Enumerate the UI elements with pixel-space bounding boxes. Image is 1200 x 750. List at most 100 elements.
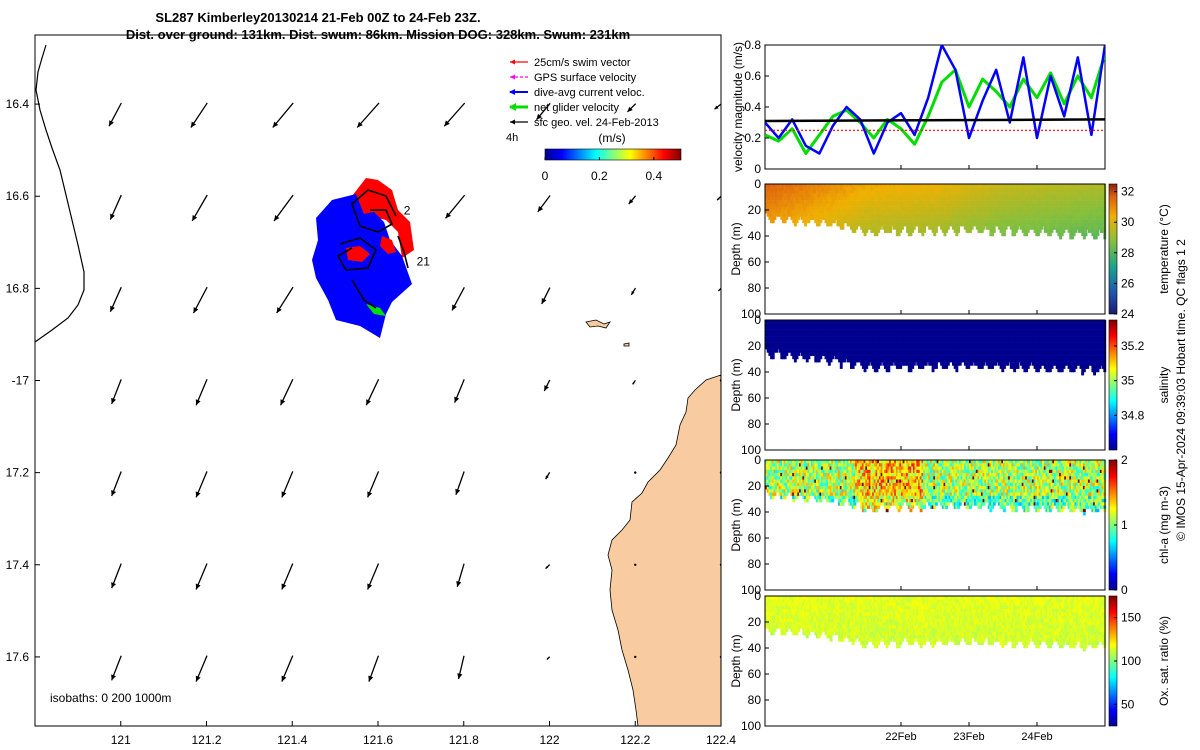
section-cell <box>906 216 909 220</box>
section-cell <box>1094 223 1098 227</box>
section-cell <box>972 193 976 198</box>
section-cell <box>1086 200 1090 204</box>
section-cell <box>938 200 942 204</box>
section-cell <box>1096 213 1100 217</box>
section-cell <box>785 336 789 340</box>
vector-head <box>110 213 115 220</box>
section-cell <box>989 352 993 356</box>
section-cell <box>839 184 843 188</box>
section-cell <box>1081 206 1085 211</box>
section-cell <box>987 329 991 334</box>
section-cell <box>1086 210 1090 214</box>
section-cell <box>1054 219 1057 224</box>
section-cell <box>889 362 892 366</box>
section-cell <box>1069 200 1073 204</box>
section-cell <box>1003 184 1006 188</box>
section-cell <box>967 200 971 204</box>
section-cell <box>809 210 813 214</box>
section-cell <box>1006 190 1010 194</box>
section-cell <box>960 329 964 334</box>
map-x-tick-label: 121.8 <box>449 733 479 747</box>
section-cell <box>1035 206 1039 211</box>
section-cell <box>1025 184 1028 188</box>
section-cell <box>928 203 932 207</box>
section-cell <box>771 346 775 350</box>
section-cell <box>1001 352 1005 356</box>
section-cell <box>834 326 838 330</box>
section-cell <box>851 320 855 324</box>
section-cell <box>833 213 836 217</box>
section-cell <box>819 329 823 334</box>
section-cell <box>889 210 892 214</box>
section-cell <box>792 210 796 214</box>
section-cell <box>899 213 903 217</box>
section-cell <box>793 206 797 211</box>
section-cell <box>952 197 955 201</box>
section-cell <box>902 219 906 224</box>
section-cell <box>916 339 920 343</box>
section-cell <box>979 365 983 369</box>
section-cell <box>899 355 903 360</box>
section-cell <box>909 229 913 233</box>
section-cell <box>1045 193 1049 198</box>
section-cell <box>843 206 847 211</box>
section-cell <box>911 187 915 191</box>
section-cell <box>1093 210 1096 214</box>
section-cell <box>935 219 938 224</box>
map-colorbar-tick-label: 0 <box>542 169 549 183</box>
section-cell <box>953 187 957 191</box>
section-cell <box>783 320 787 324</box>
section-cell <box>996 203 1000 207</box>
section-cell <box>851 362 855 366</box>
section-cell <box>933 326 937 330</box>
section-cell <box>1031 193 1035 198</box>
section-cell <box>936 200 940 204</box>
section-cell <box>780 203 784 207</box>
section-cell <box>1081 216 1085 220</box>
section-cell <box>880 329 884 334</box>
section-cell <box>929 336 933 340</box>
section-cell <box>950 197 954 201</box>
section-cell <box>901 184 904 188</box>
section-cell <box>977 336 981 340</box>
section-cell <box>1028 216 1032 220</box>
section-cell <box>933 329 937 334</box>
section-cell <box>992 223 996 227</box>
section-cell <box>969 349 972 353</box>
section-cell <box>989 187 993 191</box>
section-cell <box>790 206 794 211</box>
section-cell <box>904 362 908 366</box>
section-cell <box>889 333 892 337</box>
section-cell <box>824 329 828 334</box>
section-cell <box>848 213 852 217</box>
section-cell <box>1091 190 1095 194</box>
section-cell <box>809 320 813 324</box>
section-cell <box>972 355 976 360</box>
section-cell <box>880 336 884 340</box>
section-cell <box>1020 223 1023 227</box>
section-cell <box>771 206 775 211</box>
section-cell <box>1065 193 1069 198</box>
section-cell <box>1037 210 1040 214</box>
section-cell <box>1042 200 1045 204</box>
section-cell <box>924 206 928 211</box>
section-cell <box>955 339 959 343</box>
section-cell <box>902 184 906 188</box>
velocity-y-label: velocity magnitude (m/s) <box>731 42 745 172</box>
section-cell <box>984 184 988 188</box>
section-cell <box>804 193 807 198</box>
section-cell <box>972 320 976 324</box>
section-cell <box>941 339 945 343</box>
section-cell <box>943 184 947 188</box>
section-cell <box>793 197 797 201</box>
section-cell <box>967 346 971 350</box>
section-cell <box>994 349 998 353</box>
section-cell <box>1055 190 1059 194</box>
section-cell <box>816 216 819 220</box>
section-cell <box>867 346 870 350</box>
section-cell <box>853 329 857 334</box>
section-cell <box>987 210 991 214</box>
section-cell <box>865 349 869 353</box>
section-cell <box>992 193 996 198</box>
section-cell <box>868 213 872 217</box>
